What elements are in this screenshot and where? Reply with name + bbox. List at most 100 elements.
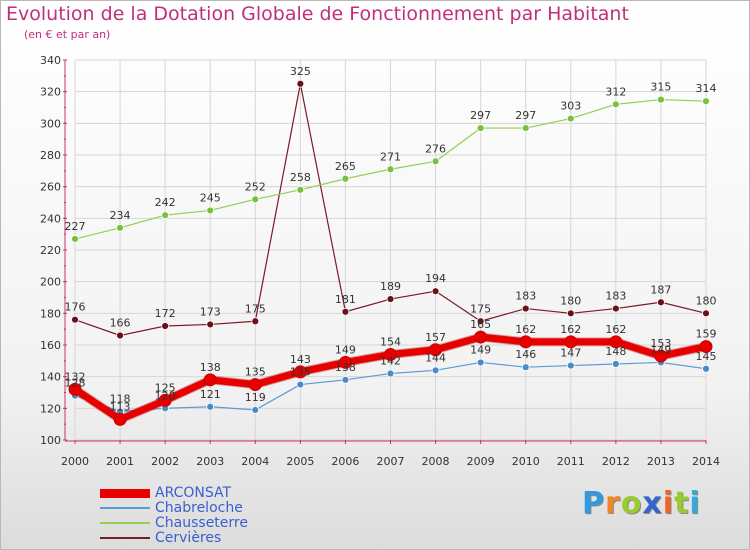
data-label-chausseterre: 265	[335, 160, 356, 173]
data-label-arconsat: 125	[155, 381, 176, 394]
data-label-arconsat: 162	[515, 323, 536, 336]
legend-swatch-chausseterre	[100, 522, 150, 524]
y-tick-label: 260	[40, 181, 61, 194]
point-cervi-res	[206, 320, 215, 329]
point-cervi-res	[161, 322, 170, 330]
x-tick-label: 2014	[692, 455, 720, 468]
point-chausseterre	[386, 165, 395, 174]
legend-label-arconsat: ARCONSAT	[155, 485, 232, 501]
y-tick-label: 220	[40, 244, 61, 257]
point-arconsat	[203, 373, 217, 387]
point-chabreloche	[702, 364, 710, 373]
y-tick-label: 160	[40, 339, 61, 352]
y-tick-labels: 100 120 140 160 180 200 220 240 260 280 300 320 340	[40, 54, 61, 447]
point-chabreloche	[206, 402, 215, 411]
data-label-chausseterre: 297	[470, 109, 491, 122]
point-chausseterre	[657, 95, 665, 104]
data-label-chausseterre: 312	[605, 85, 626, 98]
data-label-chabreloche: 145	[696, 350, 717, 363]
data-label-arconsat: 162	[560, 323, 581, 336]
data-label-cervi-res: 325	[290, 65, 311, 78]
data-label-cervi-res: 175	[245, 302, 266, 315]
data-label-chausseterre: 245	[200, 191, 221, 204]
point-cervi-res	[611, 304, 620, 313]
x-tick-label: 2007	[377, 455, 405, 468]
point-arconsat	[654, 349, 668, 363]
point-arconsat	[429, 343, 443, 357]
point-arconsat	[248, 378, 262, 392]
data-label-arconsat: 153	[650, 337, 671, 350]
data-label-cervi-res: 181	[335, 293, 356, 306]
point-cervi-res	[296, 79, 305, 88]
point-chabreloche	[341, 375, 350, 384]
point-cervi-res	[521, 304, 530, 313]
data-label-cervi-res: 189	[380, 280, 401, 293]
data-label-cervi-res: 176	[65, 301, 86, 314]
y-tick-label: 320	[40, 86, 61, 99]
logo-letter: i	[662, 486, 675, 521]
x-tick-label: 2006	[331, 455, 359, 468]
point-cervi-res	[476, 317, 485, 326]
point-arconsat	[158, 393, 172, 407]
x-tick-label: 2003	[196, 455, 224, 468]
point-arconsat	[564, 335, 578, 349]
data-label-cervi-res: 183	[515, 290, 536, 303]
point-cervi-res	[116, 331, 124, 340]
x-tick-label: 2012	[602, 455, 630, 468]
legend-label-chausseterre: Chausseterre	[155, 515, 248, 531]
data-label-arconsat: 143	[290, 353, 311, 366]
point-arconsat	[68, 382, 82, 396]
y-tick-label: 240	[40, 212, 61, 225]
data-label-cervi-res: 166	[110, 317, 131, 330]
data-label-chausseterre: 315	[650, 81, 671, 94]
point-chausseterre	[702, 97, 710, 106]
legend-swatch-arconsat	[100, 488, 150, 498]
data-label-arconsat: 165	[470, 318, 491, 331]
point-chausseterre	[71, 235, 79, 243]
point-chausseterre	[206, 206, 215, 215]
point-arconsat	[338, 355, 352, 369]
point-chausseterre	[431, 157, 440, 166]
point-chabreloche	[521, 363, 530, 372]
x-tick-label: 2005	[286, 455, 314, 468]
y-tick-label: 180	[40, 307, 61, 320]
data-label-chausseterre: 227	[65, 220, 86, 233]
data-labels: 176 166 172 173 175 325 181 189 194 175 183 180 183 1…	[65, 65, 717, 414]
x-tick-label: 2011	[557, 455, 585, 468]
data-label-chabreloche: 120	[155, 389, 176, 402]
logo-letter: r	[605, 486, 621, 521]
data-label-chausseterre: 271	[380, 150, 401, 163]
data-label-chabreloche: 144	[425, 351, 446, 364]
data-label-arconsat: 113	[110, 400, 131, 413]
x-tick-label: 2009	[467, 455, 495, 468]
data-label-arconsat: 138	[200, 361, 221, 374]
y-tick-label: 100	[40, 434, 61, 447]
point-arconsat	[384, 348, 397, 361]
point-arconsat	[519, 335, 533, 349]
chart-subtitle: (en € et par an)	[24, 28, 111, 41]
data-label-chabreloche: 142	[380, 355, 401, 368]
point-chausseterre	[341, 174, 350, 183]
data-label-cervi-res: 180	[560, 294, 581, 307]
point-cervi-res	[71, 315, 79, 324]
logo-letter: o	[620, 486, 643, 521]
point-chabreloche	[251, 406, 260, 414]
point-chabreloche	[566, 361, 575, 370]
data-label-chabreloche: 135	[290, 366, 311, 379]
point-cervi-res	[251, 317, 260, 326]
point-chabreloche	[611, 360, 620, 368]
point-cervi-res	[566, 309, 575, 318]
x-tick-labels: 2000 2001 2002 2003 2004 2005 2006 2007 2008 2009…	[61, 455, 720, 468]
point-arconsat	[609, 335, 623, 349]
data-label-arconsat: 149	[335, 343, 356, 356]
legend-swatch-chabreloche	[100, 507, 150, 509]
data-label-chausseterre: 258	[290, 171, 311, 184]
data-label-cervi-res: 175	[470, 302, 491, 315]
data-label-chabreloche: 147	[560, 347, 581, 360]
x-tick-label: 2002	[151, 455, 179, 468]
data-label-chabreloche: 121	[200, 388, 221, 401]
point-cervi-res	[341, 307, 350, 316]
y-tick-label: 300	[40, 117, 61, 130]
proxiti-logo: Proxiti	[582, 486, 701, 521]
